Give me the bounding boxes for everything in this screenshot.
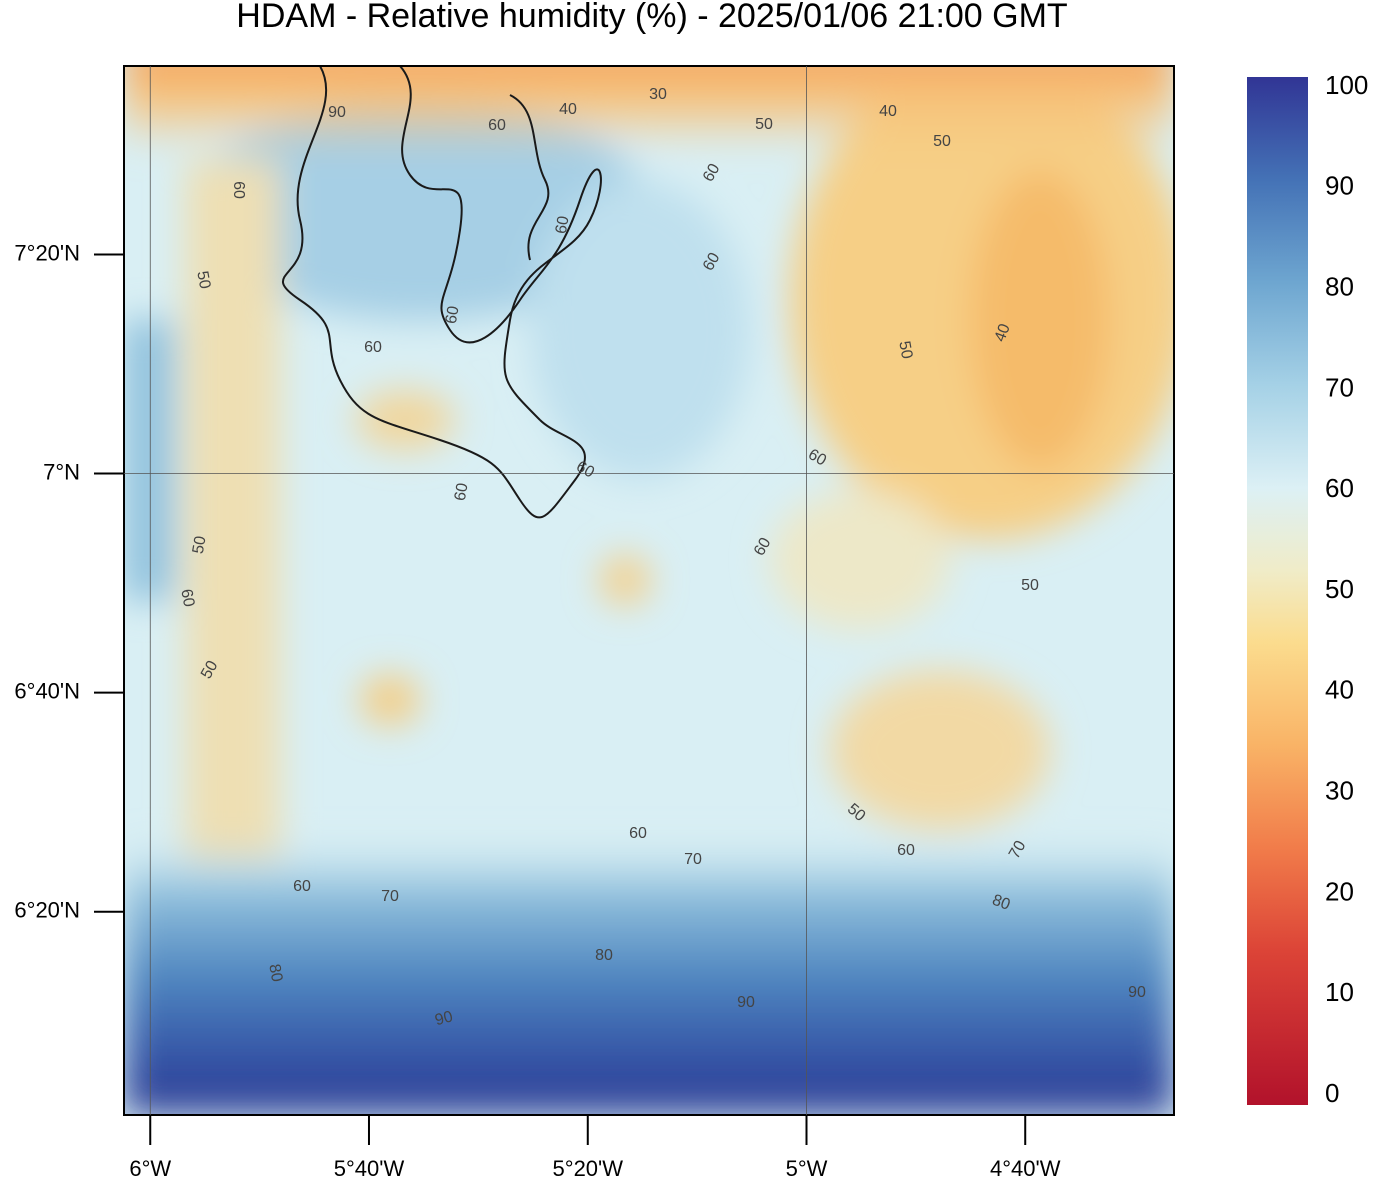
contour-label: 80 — [990, 892, 1013, 914]
contour-label: 70 — [1006, 838, 1030, 862]
colorbar-tick-label: 30 — [1325, 775, 1354, 805]
y-tick-label: 7°N — [43, 459, 80, 484]
contour-label: 60 — [700, 250, 724, 274]
contour-label: 60 — [443, 305, 463, 326]
contour-label: 50 — [193, 270, 213, 291]
colorbar-tick-label: 10 — [1325, 977, 1354, 1007]
contour-label: 90 — [328, 104, 346, 121]
contour-label: 50 — [895, 340, 915, 361]
contour-label: 30 — [649, 86, 667, 103]
x-tick-label: 5°W — [786, 1156, 828, 1181]
x-tick-label: 5°20'W — [553, 1156, 624, 1181]
contour-label: 60 — [629, 825, 647, 842]
contour-label: 60 — [293, 878, 311, 895]
y-tick-label: 7°20'N — [14, 240, 80, 265]
contour-label: 50 — [755, 116, 773, 133]
colorbar-tick-label: 50 — [1325, 574, 1354, 604]
colorbar-tick-label: 90 — [1325, 171, 1354, 201]
colorbar-tick-label: 20 — [1325, 876, 1354, 906]
colorbar-tick-label: 0 — [1325, 1078, 1339, 1108]
boundary-lines — [281, 66, 602, 519]
contour-label: 60 — [452, 482, 472, 503]
plot-frame — [123, 65, 1175, 1116]
contour-label: 50 — [198, 658, 222, 682]
humidity-field — [124, 66, 1174, 1115]
contour-label: 60 — [553, 215, 573, 236]
contour-label: 70 — [684, 851, 702, 868]
map-title: HDAM - Relative humidity (%) - 2025/01/0… — [236, 0, 1067, 35]
contour-label: 80 — [265, 963, 285, 984]
contour-label: 40 — [559, 101, 577, 118]
x-tick-label: 4°40'W — [990, 1156, 1061, 1181]
colorbar-tick-label: 40 — [1325, 675, 1354, 705]
contour-label: 50 — [1021, 577, 1039, 594]
colorbar-tick-label: 70 — [1325, 372, 1354, 402]
contour-label: 60 — [177, 588, 197, 609]
contour-label: 50 — [190, 535, 210, 556]
y-tick-label: 6°40'N — [14, 678, 80, 703]
contour-label: 70 — [381, 888, 399, 905]
colorbar-tick-label: 60 — [1325, 473, 1354, 503]
contour-label: 60 — [897, 842, 915, 859]
contour-label: 40 — [879, 103, 897, 120]
contour-label: 80 — [595, 947, 613, 964]
colorbar — [1247, 77, 1308, 1105]
y-tick-label: 6°20'N — [14, 898, 80, 923]
contour-label: 50 — [933, 133, 951, 150]
colorbar-tick-label: 80 — [1325, 271, 1354, 301]
contour-label: 90 — [1128, 984, 1146, 1001]
contour-label: 60 — [488, 117, 506, 134]
contour-label: 60 — [364, 339, 382, 356]
contour-label: 60 — [573, 458, 597, 482]
contour-label: 90 — [433, 1008, 455, 1029]
x-tick-label: 5°40'W — [334, 1156, 405, 1181]
x-tick-label: 6°W — [129, 1156, 171, 1181]
contour-label: 90 — [737, 994, 755, 1011]
contour-label: 60 — [805, 446, 829, 470]
colorbar-tick-label: 100 — [1325, 70, 1368, 100]
contour-label: 60 — [751, 535, 775, 559]
contour-label: 60 — [230, 181, 247, 199]
contour-label: 60 — [700, 161, 724, 185]
contour-label: 40 — [992, 322, 1014, 345]
